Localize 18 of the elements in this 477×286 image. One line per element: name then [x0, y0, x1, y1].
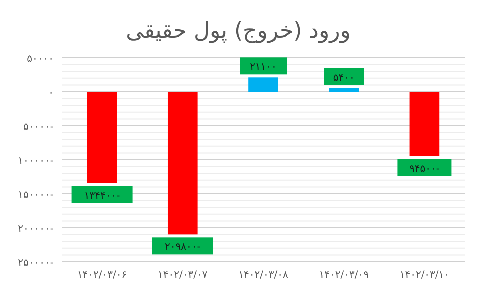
chart-title: ورود (خروج) پول حقیقی: [126, 19, 351, 44]
x-tick-label: ۱۴۰۲/۰۳/۰۶: [77, 270, 128, 281]
y-tick-label: ۰: [48, 88, 54, 99]
y-tick-label: -۱۵۰۰۰۰: [18, 190, 54, 201]
x-tick-label: ۱۴۰۲/۰۳/۰۷: [158, 270, 208, 281]
y-tick-label: -۲۵۰۰۰۰: [18, 258, 54, 269]
x-tick-label: ۱۴۰۲/۰۳/۰۸: [238, 270, 289, 281]
x-tick-label: ۱۴۰۲/۰۳/۱۰: [400, 270, 450, 281]
data-label: ۵۴۰۰: [333, 72, 355, 84]
data-label: -۱۳۴۴۰۰: [84, 190, 121, 202]
data-label: -۲۰۹۸۰۰: [164, 242, 202, 254]
data-label: -۹۴۵۰۰: [409, 164, 440, 175]
y-tick-label: -۵۰۰۰۰: [24, 122, 54, 133]
y-tick-label: -۲۰۰۰۰۰: [18, 224, 54, 235]
x-tick-label: ۱۴۰۲/۰۳/۰۹: [319, 270, 369, 281]
y-tick-label: -۱۰۰۰۰۰: [18, 156, 54, 167]
data-label: ۲۱۱۰۰: [250, 62, 277, 74]
y-tick-label: ۵۰۰۰۰: [27, 54, 54, 65]
